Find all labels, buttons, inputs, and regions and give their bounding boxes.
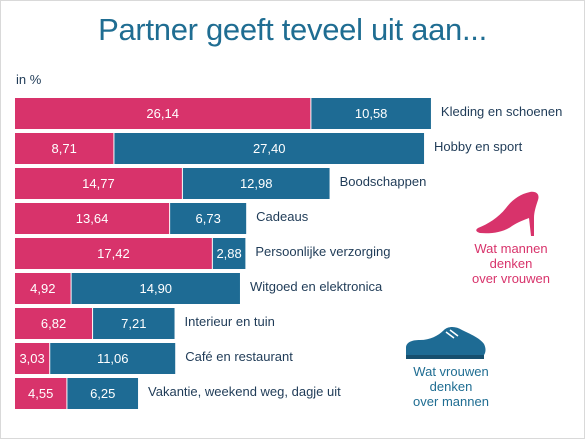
value-label-women-4: 17,42 <box>97 246 130 261</box>
legend-women-line-3: over vrouwen <box>471 271 551 286</box>
value-label-women-0: 26,14 <box>146 106 179 121</box>
value-label-women-1: 8,71 <box>52 141 77 156</box>
mens-shoe-icon <box>406 327 486 359</box>
bar-men-4 <box>212 238 246 269</box>
legend-men-line-2: denken <box>429 379 473 394</box>
legend-women-line-1: Wat mannen <box>474 241 548 256</box>
chart-title: Partner geeft teveel uit aan... <box>98 12 487 47</box>
category-label-2: Boodschappen <box>340 174 427 189</box>
value-label-men-4: 2,88 <box>216 246 241 261</box>
unit-label: in % <box>16 72 42 87</box>
bar-men-1 <box>114 133 425 164</box>
category-label-0: Kleding en schoenen <box>441 104 562 119</box>
value-label-men-5: 14,90 <box>140 281 173 296</box>
category-label-8: Vakantie, weekend weg, dagje uit <box>148 384 341 399</box>
bar-men-0 <box>311 98 431 129</box>
legend-men: Wat vrouwen denken over mannen <box>396 364 506 409</box>
bar-men-5 <box>71 273 240 304</box>
bar-women-6 <box>15 308 93 339</box>
value-label-women-5: 4,92 <box>30 281 55 296</box>
legend-men-line-1: Wat vrouwen <box>413 364 489 379</box>
category-label-6: Interieur en tuin <box>185 314 275 329</box>
value-label-women-6: 6,82 <box>41 316 66 331</box>
bar-women-8 <box>15 378 67 409</box>
bar-men-2 <box>182 168 330 199</box>
legend-women-line-2: denken <box>489 256 533 271</box>
bar-women-3 <box>15 203 170 234</box>
value-label-men-0: 10,58 <box>355 106 388 121</box>
value-label-women-3: 13,64 <box>76 211 109 226</box>
value-label-women-8: 4,55 <box>28 386 53 401</box>
legend-men-line-3: over mannen <box>413 394 489 409</box>
value-label-men-2: 12,98 <box>240 176 273 191</box>
value-label-women-7: 3,03 <box>19 351 44 366</box>
bar-men-3 <box>170 203 247 234</box>
bar-women-5 <box>15 273 71 304</box>
value-label-men-6: 7,21 <box>121 316 146 331</box>
bar-men-6 <box>93 308 175 339</box>
bar-men-7 <box>50 343 176 374</box>
bar-women-4 <box>15 238 212 269</box>
category-label-5: Witgoed en elektronica <box>250 279 383 294</box>
bar-women-1 <box>15 133 114 164</box>
category-label-7: Café en restaurant <box>185 349 293 364</box>
bar-women-0 <box>15 98 311 129</box>
bar-women-2 <box>15 168 182 199</box>
bar-women-7 <box>15 343 50 374</box>
bar-men-8 <box>67 378 139 409</box>
value-label-men-8: 6,25 <box>90 386 115 401</box>
high-heel-shoe-icon <box>476 191 539 236</box>
value-label-men-7: 11,06 <box>97 351 129 366</box>
category-label-1: Hobby en sport <box>434 139 523 154</box>
legend-women: Wat mannen denken over vrouwen <box>456 241 566 286</box>
value-label-men-1: 27,40 <box>253 141 286 156</box>
value-label-women-2: 14,77 <box>82 176 115 191</box>
value-label-men-3: 6,73 <box>196 211 221 226</box>
category-label-4: Persoonlijke verzorging <box>255 244 390 259</box>
category-label-3: Cadeaus <box>256 209 309 224</box>
